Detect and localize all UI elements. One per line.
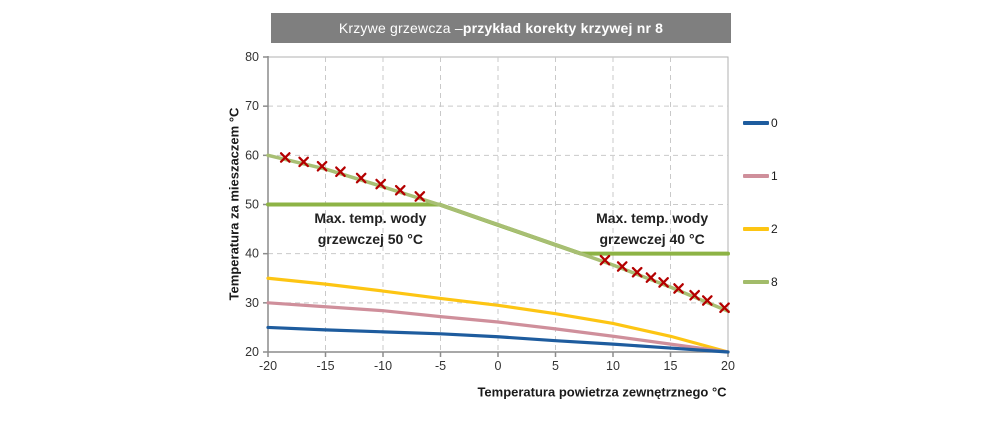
- cross-out-marker: [394, 184, 406, 196]
- x-tick-label: 15: [664, 359, 678, 373]
- x-axis-label: Temperatura powietrza zewnętrznego °C: [477, 384, 727, 400]
- legend-item-8: 8: [743, 275, 778, 289]
- x-tick-label: -5: [435, 359, 446, 373]
- cross-out-marker: [335, 166, 346, 178]
- max-temp-annotation-1: Max. temp. wody grzewczej 50 °C: [314, 208, 426, 250]
- y-tick-label: 50: [245, 198, 259, 212]
- cross-out-marker: [355, 172, 367, 184]
- cross-out-marker: [631, 266, 643, 278]
- cross-out-marker: [616, 261, 628, 272]
- cross-out-marker: [298, 156, 309, 168]
- x-tick-label: 5: [552, 359, 559, 373]
- legend-swatch-0: [743, 121, 769, 125]
- cross-out-marker: [689, 289, 700, 301]
- y-tick-label: 70: [245, 99, 259, 113]
- series-line-2: [266, 276, 730, 354]
- x-tick-label: -10: [374, 359, 392, 373]
- legend-item-2: 2: [743, 222, 778, 236]
- cross-out-marker: [599, 254, 611, 266]
- legend-label: 1: [771, 169, 778, 183]
- legend-label: 8: [771, 275, 778, 289]
- legend-label: 2: [771, 222, 778, 236]
- y-tick-label: 80: [245, 50, 259, 64]
- max-temp-annotation-2: Max. temp. wody grzewczej 40 °C: [596, 208, 708, 250]
- legend-swatch-8: [743, 280, 769, 284]
- legend-item-1: 1: [743, 169, 778, 183]
- series-line-1: [266, 301, 730, 354]
- cross-out-marker: [719, 302, 730, 314]
- cross-out-marker: [658, 277, 669, 288]
- chart-title-regular: Krzywe grzewcza –: [338, 20, 463, 36]
- x-tick-label: 20: [721, 359, 735, 373]
- legend-swatch-2: [743, 227, 769, 231]
- cross-out-marker: [375, 178, 387, 190]
- chart-title-bold: przykład korekty krzywej nr 8: [462, 20, 664, 36]
- x-tick-label: 0: [495, 359, 502, 373]
- cross-out-marker: [279, 152, 291, 163]
- legend-item-0: 0: [743, 116, 778, 130]
- y-tick-label: 60: [245, 148, 259, 162]
- annotation-line: grzewczej 40 °C: [599, 231, 705, 248]
- series-line-0: [266, 325, 730, 354]
- cross-out-marker: [316, 160, 328, 172]
- annotation-line: Max. temp. wody: [314, 210, 427, 227]
- y-tick-label: 40: [245, 247, 259, 261]
- annotation-line: Max. temp. wody: [596, 210, 709, 227]
- y-tick-label: 30: [245, 296, 259, 310]
- cross-out-marker: [673, 283, 684, 294]
- legend-swatch-1: [743, 174, 769, 178]
- cross-out-marker: [701, 295, 713, 306]
- x-tick-label: 10: [606, 359, 620, 373]
- x-tick-label: -15: [316, 359, 334, 373]
- cross-out-marker: [645, 272, 657, 283]
- annotation-line: grzewczej 50 °C: [317, 231, 423, 248]
- x-tick-label: -20: [259, 359, 277, 373]
- y-tick-label: 20: [245, 345, 259, 359]
- cross-out-marker: [414, 191, 426, 202]
- chart-title-bar: Krzywe grzewcza – przykład korekty krzyw…: [271, 13, 731, 43]
- legend-label: 0: [771, 116, 778, 130]
